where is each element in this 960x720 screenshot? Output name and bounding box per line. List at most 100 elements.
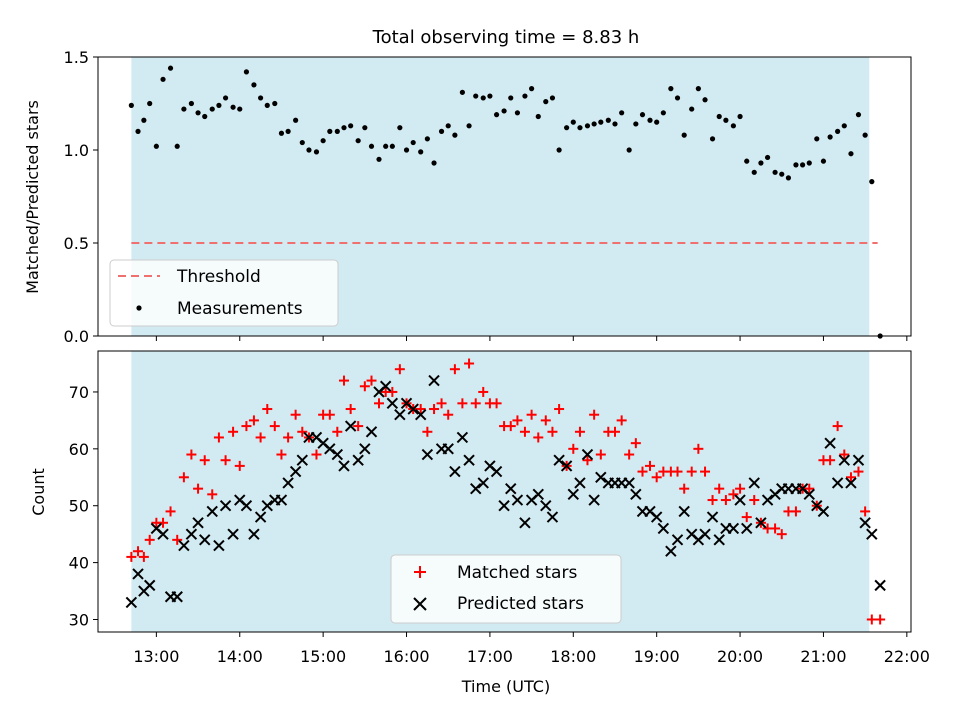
matched-star-point bbox=[394, 364, 405, 375]
measurement-point bbox=[764, 154, 771, 161]
predicted-star-point bbox=[219, 500, 232, 512]
predicted-star-point bbox=[540, 500, 552, 512]
measurement-point bbox=[820, 158, 827, 164]
predicted-star-point bbox=[595, 471, 607, 483]
predicted-star-point bbox=[261, 500, 273, 512]
ratio-y-tick-label: 0.5 bbox=[64, 234, 89, 253]
measurement-point bbox=[689, 106, 695, 112]
predicted-star-point bbox=[463, 454, 475, 466]
measurement-point bbox=[293, 117, 299, 123]
measurement-point bbox=[584, 123, 591, 129]
measurement-point bbox=[862, 132, 868, 138]
predicted-star-point bbox=[171, 591, 183, 603]
predicted-star-point bbox=[498, 500, 510, 512]
matched-stars-legend-swatch bbox=[414, 566, 426, 578]
measurement-point bbox=[264, 102, 270, 108]
matched-star-point bbox=[199, 455, 210, 466]
predicted-star-point bbox=[254, 511, 267, 523]
measurement-point bbox=[438, 128, 445, 134]
measurement-point bbox=[153, 143, 159, 149]
x-tick-label: 14:00 bbox=[217, 647, 263, 666]
matched-star-point bbox=[133, 546, 144, 557]
matched-star-point bbox=[228, 426, 239, 437]
measurement-point bbox=[362, 125, 368, 131]
measurement-point bbox=[633, 121, 639, 127]
matched-star-point bbox=[568, 443, 579, 454]
predicted-star-point bbox=[365, 426, 378, 438]
measurement-point bbox=[702, 97, 708, 103]
predicted-star-point bbox=[734, 494, 746, 506]
predicted-star-point bbox=[359, 443, 371, 455]
predicted-star-point bbox=[630, 488, 642, 501]
predicted-star-point bbox=[852, 454, 865, 466]
predicted-star-point bbox=[748, 477, 760, 489]
measurement-point bbox=[785, 175, 792, 181]
count-y-tick-label: 60 bbox=[69, 440, 89, 459]
measurement-point bbox=[459, 89, 465, 95]
threshold-legend-label: Threshold bbox=[176, 267, 261, 287]
matched-star-point bbox=[728, 489, 739, 500]
matched-star-point bbox=[630, 438, 641, 449]
measurement-points bbox=[128, 65, 883, 339]
measurement-point bbox=[841, 123, 847, 129]
measurement-point bbox=[141, 117, 147, 123]
predicted-star-point bbox=[178, 539, 190, 552]
matched-star-point bbox=[269, 421, 280, 432]
measurement-point bbox=[564, 125, 570, 131]
measurement-point bbox=[473, 93, 479, 99]
measurement-point bbox=[410, 139, 416, 146]
measurement-point bbox=[466, 123, 472, 129]
predicted-star-point bbox=[761, 494, 774, 506]
measurement-point bbox=[299, 139, 305, 146]
predicted-stars-points bbox=[125, 374, 886, 609]
matched-star-point bbox=[415, 404, 426, 415]
predicted-star-point bbox=[192, 517, 204, 529]
predicted-star-point bbox=[838, 454, 850, 466]
matched-star-point bbox=[512, 415, 523, 426]
measurement-point bbox=[389, 143, 395, 149]
predicted-star-point bbox=[344, 420, 357, 432]
predicted-star-point bbox=[227, 528, 239, 540]
measurement-point bbox=[855, 112, 862, 118]
measurement-point bbox=[723, 117, 729, 123]
matched-star-point bbox=[255, 432, 266, 443]
matched-star-point bbox=[804, 483, 815, 494]
matched-star-point bbox=[860, 506, 871, 517]
predicted-star-point bbox=[678, 505, 690, 518]
x-axis-label: Time (UTC) bbox=[461, 677, 550, 696]
predicted-star-point bbox=[713, 534, 725, 546]
matched-star-point bbox=[540, 415, 551, 426]
x-tick-label: 17:00 bbox=[467, 647, 513, 666]
measurement-point bbox=[278, 130, 285, 136]
chart-title: Total observing time = 8.83 h bbox=[372, 27, 640, 48]
matched-star-point bbox=[832, 421, 843, 432]
measurement-point bbox=[522, 93, 528, 99]
matched-star-point bbox=[311, 449, 322, 460]
matched-star-point bbox=[172, 534, 183, 545]
matched-star-point bbox=[700, 466, 711, 477]
predicted-star-point bbox=[546, 511, 559, 523]
predicted-stars-legend-swatch bbox=[413, 597, 427, 611]
measurement-point bbox=[577, 125, 583, 131]
matched-star-point bbox=[875, 614, 886, 625]
measurement-point bbox=[508, 95, 514, 101]
measurement-point bbox=[660, 110, 666, 116]
measurement-point bbox=[334, 128, 340, 134]
ratio-axes-frame bbox=[97, 56, 912, 337]
predicted-star-point bbox=[449, 465, 461, 478]
predicted-star-point bbox=[456, 431, 469, 444]
matched-star-point bbox=[637, 466, 648, 477]
matched-star-point bbox=[845, 472, 856, 483]
predicted-star-point bbox=[859, 517, 871, 529]
measurement-point bbox=[674, 95, 681, 101]
measurements-legend-label: Measurements bbox=[177, 299, 303, 319]
x-tick-label: 20:00 bbox=[717, 647, 763, 666]
predicted-star-point bbox=[199, 534, 211, 546]
matched-star-point bbox=[770, 523, 781, 534]
matched-star-point bbox=[519, 426, 530, 437]
measurement-point bbox=[654, 119, 660, 125]
predicted-star-point bbox=[428, 374, 440, 387]
matched-star-point bbox=[422, 426, 433, 437]
measurement-point bbox=[376, 156, 382, 162]
measurement-point bbox=[549, 95, 556, 101]
